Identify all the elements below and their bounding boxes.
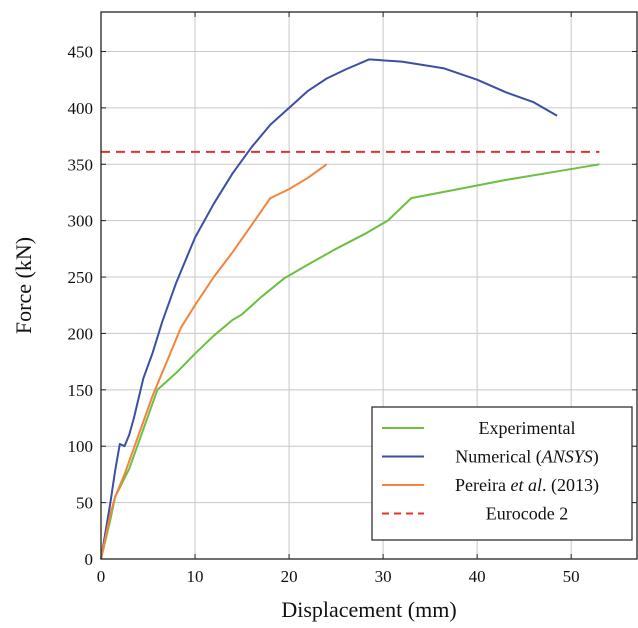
x-tick-label: 20 (281, 567, 298, 586)
y-tick-label: 200 (68, 324, 94, 343)
legend-box (371, 406, 633, 541)
y-tick-label: 350 (68, 155, 94, 174)
x-tick-label: 0 (97, 567, 106, 586)
legend: Experimental Numerical (ANSYS) Pereira et … (371, 406, 633, 541)
y-tick-label: 250 (68, 268, 94, 287)
x-tick-label: 10 (187, 567, 204, 586)
x-tick-label: 50 (563, 567, 580, 586)
plot-frame (100, 11, 638, 560)
y-tick-label: 100 (68, 437, 94, 456)
y-tick-label: 300 (68, 212, 94, 231)
grid (100, 12, 637, 560)
x-tick-label: 30 (375, 567, 392, 586)
series-line-2 (100, 58, 558, 560)
x-tick-label: 40 (469, 567, 486, 586)
legend-label-4: Eurocode 2 (486, 504, 568, 524)
y-tick-label: 150 (68, 381, 94, 400)
x-axis-title: Displacement (mm) (281, 597, 456, 622)
y-axis-title: Force (kN) (11, 237, 36, 334)
y-tick-label: 0 (85, 550, 94, 569)
series-line-1 (100, 163, 600, 560)
series-lines (100, 58, 600, 560)
series-line-3 (100, 163, 328, 560)
y-tick-label: 400 (68, 99, 94, 118)
legend-label-3: Pereira et al. (2013) (455, 475, 599, 496)
tick-labels: 0 10 20 30 40 50 0 50 100 150 200 250 300 350 400 450 (68, 12, 637, 586)
legend-label-1: Experimental (479, 418, 576, 438)
y-tick-label: 450 (68, 42, 94, 61)
y-tick-label: 50 (76, 494, 93, 513)
legend-label-2: Numerical (ANSYS) (455, 447, 598, 468)
